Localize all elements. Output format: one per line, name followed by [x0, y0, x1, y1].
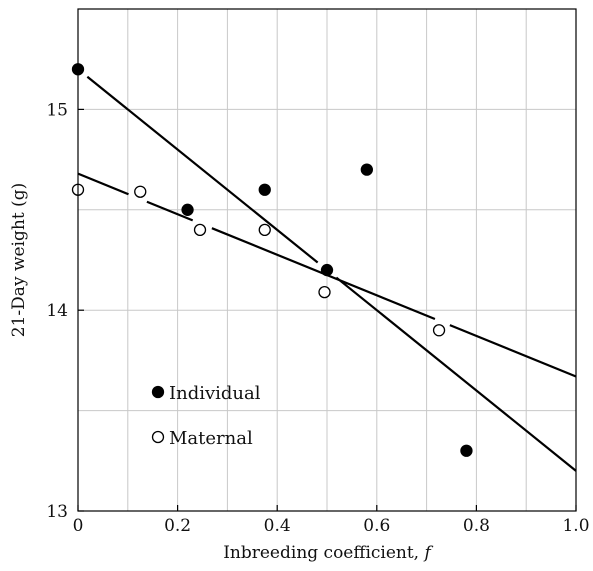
fit-line-maternal: [449, 324, 577, 378]
point-individual: [181, 203, 194, 216]
x-axis-label-variable: f: [423, 543, 434, 563]
point-individual: [460, 444, 473, 457]
legend-item-maternal: Maternal: [151, 428, 253, 449]
point-maternal: [318, 285, 331, 299]
y-tick-label: 15: [46, 100, 68, 120]
y-tick-label: 13: [46, 502, 68, 522]
point-maternal: [193, 223, 207, 237]
fit-line-individual: [86, 75, 319, 264]
y-axis-label: 21-Day weight (g): [9, 183, 29, 337]
fit-line-maternal: [77, 172, 129, 196]
x-axis-label-main: Inbreeding coefficient,: [223, 543, 424, 563]
point-maternal: [134, 185, 147, 198]
y-tick-labels: 13 14 15: [46, 100, 68, 522]
x-tick-label: 0.8: [463, 516, 490, 536]
x-tick-label: 0.4: [264, 516, 291, 536]
x-tick-label: 1.0: [562, 516, 589, 536]
grid-lines: [78, 9, 576, 511]
y-tick-label: 14: [46, 301, 68, 321]
data-points: [71, 63, 473, 457]
point-individual: [360, 163, 373, 176]
legend-label-individual: Individual: [169, 383, 261, 404]
legend-label-maternal: Maternal: [169, 428, 253, 449]
point-maternal: [432, 324, 446, 337]
point-maternal: [258, 223, 271, 237]
legend-marker-individual: [151, 385, 165, 399]
x-tick-label: 0.2: [164, 516, 191, 536]
legend-marker-maternal: [151, 430, 165, 444]
x-tick-labels: 0 0.2 0.4 0.6 0.8 1.0: [73, 516, 590, 536]
fit-line-individual: [335, 276, 577, 472]
legend-item-individual: Individual: [151, 383, 261, 404]
axis-ticks: [77, 108, 577, 512]
legend: Individual Maternal: [151, 383, 261, 449]
point-individual: [258, 183, 271, 196]
x-axis-label: Inbreeding coefficient, f: [223, 543, 433, 563]
point-individual: [320, 263, 334, 277]
plot-frame: [77, 8, 577, 512]
x-tick-label: 0: [73, 516, 84, 536]
fit-line-maternal: [146, 200, 194, 222]
x-tick-label: 0.6: [363, 516, 390, 536]
